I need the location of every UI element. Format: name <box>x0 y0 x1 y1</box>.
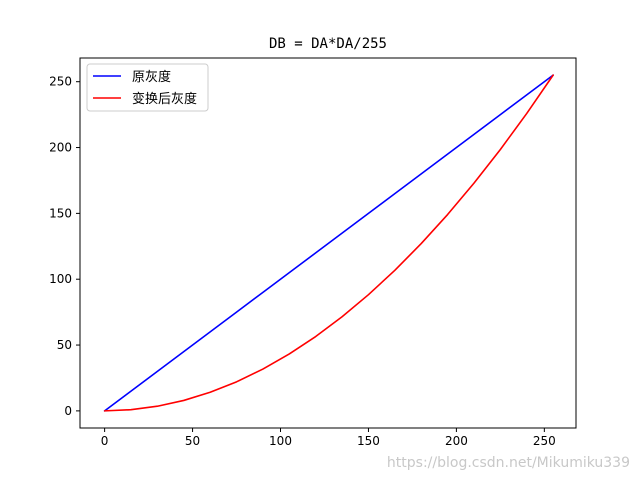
y-tick-label: 250 <box>49 75 72 89</box>
chart-title: DB = DA*DA/255 <box>269 36 387 52</box>
x-axis: 0 50 100 150 200 250 <box>101 428 556 448</box>
x-tick-label: 150 <box>357 434 380 448</box>
series-layer <box>103 74 554 412</box>
x-tick-label: 200 <box>445 434 468 448</box>
x-tick-label: 100 <box>269 434 292 448</box>
x-tick-label: 50 <box>185 434 200 448</box>
y-tick-label: 200 <box>49 141 72 155</box>
x-tick-label: 250 <box>533 434 556 448</box>
y-tick-label: 100 <box>49 272 72 286</box>
watermark-text: https://blog.csdn.net/Mikumiku339 <box>387 455 630 471</box>
series-line-1 <box>103 74 554 412</box>
y-tick-label: 150 <box>49 206 72 220</box>
y-tick-label: 0 <box>64 404 72 418</box>
y-tick-label: 50 <box>57 338 72 352</box>
y-axis: 0 50 100 150 200 250 <box>49 75 80 418</box>
x-tick-label: 0 <box>101 434 109 448</box>
plot-frame <box>79 57 577 429</box>
series-line-2 <box>103 74 554 412</box>
legend-label-2: 变换后灰度 <box>132 91 197 107</box>
legend-label-1: 原灰度 <box>132 69 171 85</box>
